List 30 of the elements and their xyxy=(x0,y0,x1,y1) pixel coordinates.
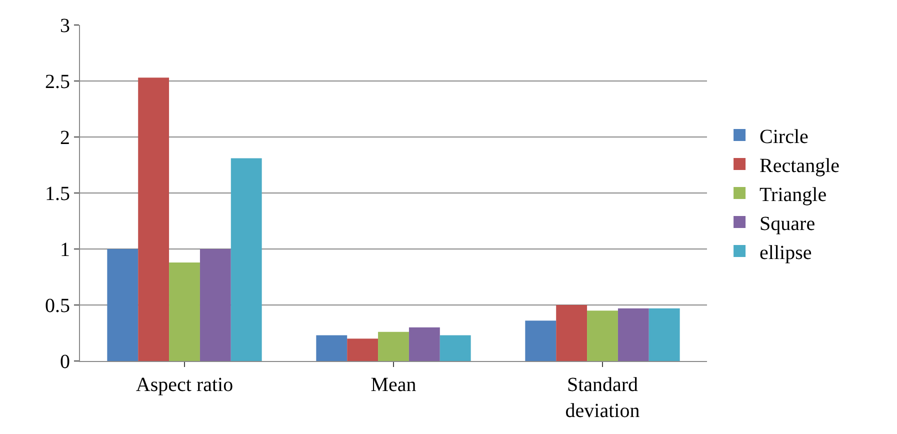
legend-label: Circle xyxy=(760,126,809,148)
bar xyxy=(618,308,649,361)
legend-label: Square xyxy=(760,212,816,235)
x-tick-label: Mean xyxy=(370,374,416,396)
bar xyxy=(138,78,170,361)
legend-label: Rectangle xyxy=(760,154,840,177)
y-tick-label: 0.5 xyxy=(45,295,70,317)
y-tick-label: 0 xyxy=(60,351,70,373)
bar xyxy=(200,249,231,361)
bar xyxy=(648,308,680,361)
y-tick-label: 2.5 xyxy=(45,71,70,93)
bar xyxy=(316,335,348,361)
bar xyxy=(587,310,618,361)
bar xyxy=(525,320,556,361)
legend-label: ellipse xyxy=(760,242,812,264)
y-tick-label: 1 xyxy=(60,239,70,261)
y-tick-label: 1.5 xyxy=(45,183,70,205)
bar xyxy=(230,158,262,361)
x-tick-label: Standard deviation xyxy=(565,374,640,422)
legend-label: Triangle xyxy=(760,184,827,206)
bar xyxy=(347,338,378,361)
bar xyxy=(408,327,440,361)
x-tick-label: Aspect ratio xyxy=(136,374,234,396)
bar xyxy=(169,262,200,361)
y-tick-label: 3 xyxy=(60,15,70,37)
bar xyxy=(440,335,471,361)
bar xyxy=(378,332,409,361)
y-tick-label: 2 xyxy=(60,127,70,149)
bar xyxy=(107,249,138,361)
bar xyxy=(556,305,588,361)
